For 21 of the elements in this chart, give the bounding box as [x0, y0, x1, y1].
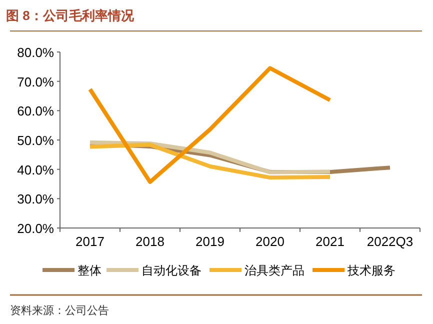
legend-label: 治具类产品 — [244, 264, 304, 278]
y-tick-label: 40.0% — [17, 162, 54, 178]
x-tick-label: 2020 — [256, 234, 284, 249]
y-tick-label: 50.0% — [17, 133, 54, 148]
y-tick-label: 60.0% — [17, 104, 54, 119]
x-tick-label: 2017 — [76, 234, 104, 249]
line-series — [88, 142, 332, 180]
chart-title: 图 8：公司毛利率情况 — [6, 8, 135, 23]
legend-label: 整体 — [78, 264, 102, 278]
y-tick-label: 80.0% — [17, 45, 54, 60]
line-series — [88, 66, 332, 184]
y-tick-label: 70.0% — [17, 74, 54, 90]
y-tick-label: 30.0% — [17, 192, 54, 207]
text: 资料来源：公司公告 — [10, 304, 109, 317]
x-tick-label: 2019 — [196, 234, 224, 249]
x-tick-label: 2018 — [136, 234, 164, 249]
y-tick-label: 20.0% — [17, 221, 54, 236]
x-tick-label: 2021 — [316, 234, 344, 249]
x-tick-label: 2022Q3 — [366, 234, 414, 249]
legend-label: 技术服务 — [346, 264, 396, 278]
legend-label: 自动化设备 — [142, 264, 202, 278]
